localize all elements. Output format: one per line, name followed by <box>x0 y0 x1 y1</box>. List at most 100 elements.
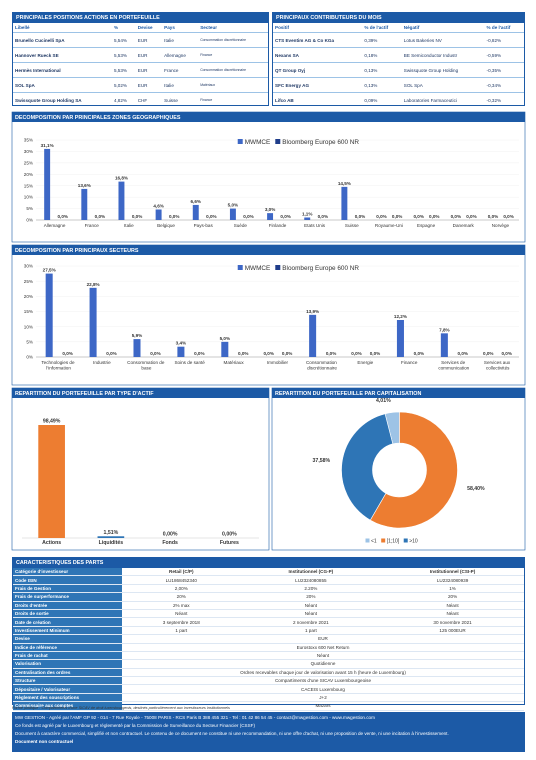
bar <box>396 319 404 357</box>
cell: 20% <box>240 592 382 602</box>
x-tick-label: Royaume-Uni <box>375 223 403 228</box>
legend-swatch <box>381 538 386 543</box>
table-row: Catégorie d'investisseur Retail (C/P) Inst… <box>13 568 524 577</box>
value-label: 0,0% <box>150 351 160 356</box>
x-tick-label: Danemark <box>453 223 475 228</box>
section-title: PRINCIPAUX CONTRIBUTEURS DU MOIS <box>273 13 524 23</box>
value-label: 0,0% <box>501 351 511 356</box>
y-tick-label: 10% <box>24 324 33 329</box>
bar <box>192 204 199 220</box>
chart-title: REPARTITION DU PORTEFEUILLE PAR TYPE D'A… <box>15 391 154 397</box>
row-label: Frais de rachat <box>13 651 122 661</box>
cell: 125 000EUR <box>381 626 524 636</box>
x-tick-label: Futures <box>220 540 239 546</box>
y-tick-label: 30% <box>24 264 33 269</box>
value-label: 0,0% <box>206 214 216 219</box>
value-label: 0,0% <box>326 351 336 356</box>
value-label: 0,0% <box>263 351 273 356</box>
value-label: 0,0% <box>488 214 498 219</box>
bar <box>118 181 125 220</box>
table-row: Droits de sortie Néant Néant Néant <box>13 609 524 619</box>
bar <box>229 208 236 220</box>
x-tick-label: Energie <box>357 360 373 365</box>
x-tick-label: Actions <box>42 540 61 546</box>
value-label: 0,0% <box>376 214 386 219</box>
cell: Italie <box>162 77 199 93</box>
characteristics-panel: CARACTERISTIQUES DES PARTS Catégorie d'i… <box>12 557 525 711</box>
cell: CTS Eventim AG & Co KGa <box>273 32 363 48</box>
bar <box>97 536 125 538</box>
bar <box>309 314 317 357</box>
cell: 5,53% <box>111 62 136 78</box>
x-tick-label: Consommation discrétionnaire <box>306 360 338 370</box>
cell: SOL SpA <box>401 77 485 93</box>
cell: 30 novembre 2021 <box>381 617 524 627</box>
cell: 2,00% <box>122 584 241 594</box>
legend-swatch <box>403 538 408 543</box>
column-header: % <box>113 25 119 30</box>
legend-label: >10 <box>409 538 418 544</box>
cell: Institutionnel (CSI-P) <box>381 568 524 577</box>
legend-swatch <box>237 265 243 270</box>
table-row: QT Group Oyj 0,13% Swissquote Group Holdin… <box>273 62 524 78</box>
header-row: Positif % de l'actif Négatif % de l'actif <box>273 23 524 33</box>
cell: BE Semiconductor Industr <box>401 47 485 63</box>
value-label: 6,6% <box>191 199 201 204</box>
chart-title: DECOMPOSITION PAR PRINCIPAUX SECTEURS <box>15 248 139 254</box>
characteristics-table-host: Catégorie d'investisseur Retail (C/P) Inst… <box>13 568 524 711</box>
x-tick-label: Norvège <box>492 223 510 228</box>
cell: Mazars <box>122 701 524 711</box>
section-title: CARACTERISTIQUES DES PARTS <box>13 558 524 568</box>
cell: 5,54% <box>111 32 136 48</box>
cell: 5,02% <box>111 77 136 93</box>
cell: LU2324080855 <box>240 575 382 585</box>
table-row: Investissement Minimum 1 part 1 part 125 00… <box>13 626 524 636</box>
cell: 0,39% <box>362 32 402 48</box>
cell: -0,34% <box>484 77 524 93</box>
cell: CHF <box>135 92 163 107</box>
cell: Nexans SA <box>273 47 363 63</box>
value-label: 5,0% <box>220 336 230 341</box>
y-tick-label: 15% <box>24 309 33 314</box>
x-tick-label: Immobilier <box>267 360 289 365</box>
table-row: CTS Eventim AG & Co KGa 0,39% Lotus Bakeri… <box>273 32 524 48</box>
x-tick-label: Industrie <box>93 360 111 365</box>
legend-label: Bloomberg Europe 600 NR <box>282 139 359 146</box>
column-header: % de l'actif <box>364 25 389 30</box>
x-tick-label: Fonds <box>162 540 178 546</box>
value-label: 0,0% <box>503 214 513 219</box>
cell: QT Group Oyj <box>273 62 363 78</box>
cell: Swissquote Group Holding <box>401 62 485 78</box>
y-tick-label: 10% <box>24 195 33 200</box>
bar <box>89 287 97 357</box>
row-label: Centralisation des ordres <box>13 668 122 678</box>
table-row: SOL SpA 5,02% EUR Italie Matériaux <box>13 77 268 93</box>
x-tick-label: Services de communication <box>437 360 470 370</box>
header-row: Libellé% Devise Pays Secteur <box>13 23 268 33</box>
column-header: Négatif <box>403 25 420 30</box>
table-row: Frais de surperformance 20% 20% 20% <box>13 592 524 602</box>
cell: 0,13% <box>362 77 402 93</box>
row-label: Dépositaire / Valorisateur <box>13 684 122 694</box>
value-label: 13,6% <box>78 183 91 188</box>
cell: Néant <box>122 651 524 661</box>
bar <box>177 346 185 357</box>
cell: LU2324080939 <box>381 575 524 585</box>
value-label: 0,0% <box>370 351 380 356</box>
legend-label: [1;10] <box>387 538 400 544</box>
legend-swatch <box>275 139 281 144</box>
section-title: PRINCIPALES POSITIONS ACTIONS EN PORTEFE… <box>13 13 268 23</box>
cell: CACEIS Luxembourg <box>122 684 524 694</box>
footer-line: MW GESTION - Agréé par l'AMF GP 92 - 014… <box>15 715 375 720</box>
table-row: Code ISIN LU1868452340 LU2324080855 LU23240… <box>13 575 524 585</box>
cell: Institutionnel (CG-P) <box>240 568 382 577</box>
table-row: Frais de rachat Néant <box>13 651 524 661</box>
value-label: 0,00% <box>163 532 178 538</box>
legend-label: MWMCE <box>245 139 271 146</box>
value-label: 0,0% <box>429 214 439 219</box>
row-label: Droits d'entrée <box>13 601 122 610</box>
cell: SOL SpA <box>13 77 112 93</box>
x-tick-label: Suisse <box>345 223 359 228</box>
